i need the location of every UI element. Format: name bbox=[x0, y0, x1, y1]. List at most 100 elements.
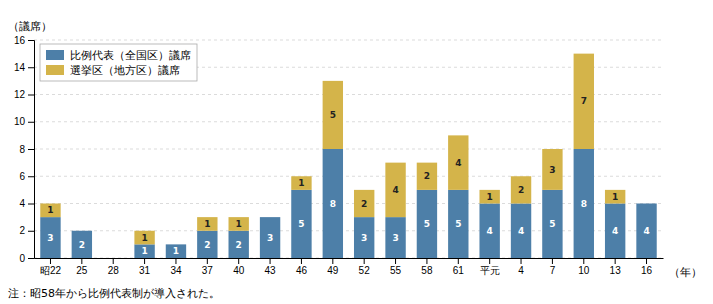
grid-line bbox=[34, 230, 663, 231]
x-tick-label: 7 bbox=[550, 265, 556, 276]
y-tick-mark bbox=[28, 122, 34, 123]
grid-line bbox=[34, 203, 663, 204]
x-tick-label: 61 bbox=[453, 265, 465, 276]
bar bbox=[448, 190, 468, 258]
bar bbox=[354, 217, 374, 258]
data-label: 1 bbox=[141, 233, 147, 243]
bar bbox=[103, 258, 123, 259]
data-label: 1 bbox=[173, 246, 179, 256]
x-tick: 46 bbox=[296, 258, 308, 276]
x-tick-mark bbox=[395, 258, 396, 264]
y-tick-mark bbox=[28, 40, 34, 41]
data-label: 5 bbox=[455, 219, 461, 229]
y-tick: 12 bbox=[14, 89, 34, 100]
bar bbox=[72, 231, 92, 258]
data-label: 2 bbox=[361, 199, 367, 209]
bar bbox=[134, 244, 154, 258]
x-axis: 昭2225283134374043464952555861平元47101316 bbox=[35, 258, 664, 276]
bar bbox=[229, 217, 249, 231]
x-tick: 49 bbox=[327, 258, 339, 276]
series bbox=[40, 149, 656, 258]
data-label: 4 bbox=[392, 185, 398, 195]
data-label: 1 bbox=[204, 219, 210, 229]
grid-line bbox=[34, 94, 663, 95]
bar bbox=[417, 163, 437, 190]
legend-item: 選挙区（地方区）議席 bbox=[46, 64, 180, 76]
x-tick-mark bbox=[332, 258, 333, 264]
y-tick: 14 bbox=[14, 62, 34, 73]
data-label: 4 bbox=[643, 226, 649, 236]
bar bbox=[605, 204, 625, 259]
y-tick: 16 bbox=[14, 35, 34, 46]
bar bbox=[260, 217, 280, 258]
x-tick: 31 bbox=[139, 258, 151, 276]
bar bbox=[542, 149, 562, 190]
x-tick-label: 43 bbox=[265, 265, 277, 276]
bar bbox=[417, 190, 437, 258]
bar bbox=[542, 190, 562, 258]
legend-swatch bbox=[46, 50, 64, 60]
bar bbox=[605, 190, 625, 204]
data-label: 4 bbox=[455, 158, 461, 168]
x-axis-line bbox=[35, 258, 664, 259]
y-axis-line bbox=[28, 41, 35, 259]
x-tick-mark bbox=[50, 258, 51, 264]
y-tick-label: 6 bbox=[19, 171, 25, 182]
data-label: 2 bbox=[518, 185, 524, 195]
x-tick-mark bbox=[521, 258, 522, 264]
x-tick-mark bbox=[552, 258, 553, 264]
data-label: 8 bbox=[581, 199, 587, 209]
grid bbox=[34, 40, 663, 258]
y-tick-mark bbox=[28, 231, 34, 232]
series bbox=[40, 54, 625, 245]
x-tick-mark bbox=[238, 258, 239, 264]
x-tick: 10 bbox=[578, 258, 590, 276]
bar bbox=[197, 217, 217, 231]
data-label: 3 bbox=[47, 233, 53, 243]
x-tick-mark bbox=[144, 258, 145, 264]
bar bbox=[323, 81, 343, 149]
bar bbox=[385, 163, 405, 218]
bar bbox=[40, 204, 60, 218]
data-label: 1 bbox=[487, 192, 493, 202]
y-tick-mark bbox=[28, 95, 34, 96]
x-tick-label: 28 bbox=[108, 265, 120, 276]
x-tick: 43 bbox=[265, 258, 277, 276]
x-tick-mark bbox=[207, 258, 208, 264]
y-tick: 2 bbox=[19, 225, 34, 236]
bar bbox=[134, 231, 154, 245]
bar bbox=[260, 217, 280, 218]
x-tick-label: 34 bbox=[170, 265, 182, 276]
y-tick-mark bbox=[28, 204, 34, 205]
bar bbox=[574, 54, 594, 149]
data-label: 4 bbox=[612, 226, 618, 236]
data-label: 4 bbox=[518, 226, 524, 236]
data-label: 7 bbox=[581, 96, 587, 106]
x-tick-label: 52 bbox=[359, 265, 371, 276]
x-tick: 34 bbox=[170, 258, 182, 276]
x-tick-mark bbox=[615, 258, 616, 264]
x-tick: 7 bbox=[550, 258, 556, 276]
x-tick-label: 10 bbox=[578, 265, 590, 276]
x-tick: 28 bbox=[108, 258, 120, 276]
bar bbox=[636, 204, 656, 259]
x-axis-title: （年） bbox=[669, 266, 702, 279]
x-tick-label: 58 bbox=[421, 265, 433, 276]
bar bbox=[448, 135, 468, 190]
y-tick: 10 bbox=[14, 116, 34, 127]
data-label: 8 bbox=[330, 199, 336, 209]
bar bbox=[511, 176, 531, 203]
bar bbox=[511, 204, 531, 259]
bar bbox=[291, 176, 311, 190]
x-tick-label: 37 bbox=[202, 265, 214, 276]
x-tick-mark bbox=[646, 258, 647, 264]
legend: 比例代表（全国区）議席選挙区（地方区）議席 bbox=[40, 44, 197, 81]
y-axis-title: （議席） bbox=[8, 20, 52, 33]
bar bbox=[103, 258, 123, 259]
x-tick-label: 4 bbox=[518, 265, 524, 276]
x-tick: 40 bbox=[233, 258, 245, 276]
data-label: 3 bbox=[267, 233, 273, 243]
grid-line bbox=[34, 258, 663, 259]
legend-label: 選挙区（地方区）議席 bbox=[70, 64, 180, 76]
data-label: 4 bbox=[487, 226, 493, 236]
